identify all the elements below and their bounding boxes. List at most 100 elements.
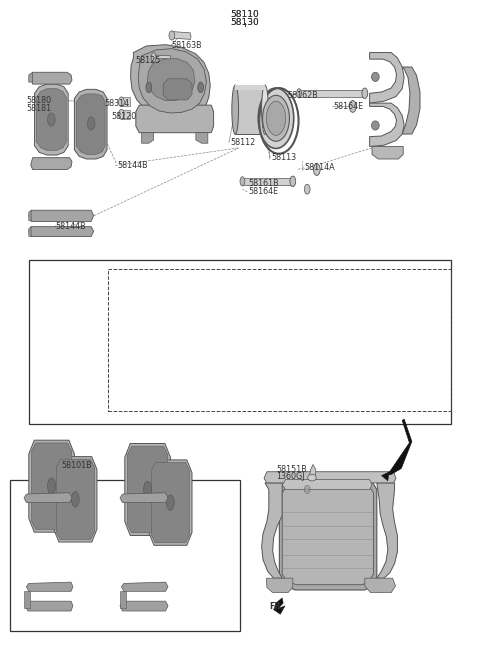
Polygon shape — [29, 227, 31, 237]
Polygon shape — [299, 90, 365, 97]
Bar — [10, 480, 240, 631]
Polygon shape — [121, 97, 130, 106]
Polygon shape — [120, 493, 168, 503]
Polygon shape — [235, 85, 265, 90]
Ellipse shape — [313, 164, 320, 175]
Text: 58181: 58181 — [26, 104, 51, 113]
Text: 58314: 58314 — [105, 99, 130, 108]
Polygon shape — [377, 483, 397, 578]
Polygon shape — [264, 472, 396, 483]
Ellipse shape — [306, 487, 309, 491]
Text: 58110: 58110 — [230, 10, 259, 19]
Polygon shape — [128, 446, 168, 533]
Text: 58101B: 58101B — [61, 461, 92, 470]
Text: 58110: 58110 — [230, 10, 259, 19]
Polygon shape — [372, 147, 403, 159]
Ellipse shape — [349, 101, 356, 112]
Text: 58164E: 58164E — [333, 102, 363, 111]
Polygon shape — [365, 578, 396, 593]
Text: 58112: 58112 — [230, 138, 256, 147]
Polygon shape — [242, 178, 293, 185]
Polygon shape — [121, 582, 168, 591]
Ellipse shape — [146, 82, 152, 93]
Polygon shape — [147, 58, 195, 101]
Polygon shape — [171, 32, 191, 39]
Polygon shape — [142, 133, 154, 143]
Polygon shape — [74, 89, 107, 159]
Ellipse shape — [263, 95, 289, 141]
Ellipse shape — [48, 113, 55, 126]
Ellipse shape — [119, 109, 124, 120]
Ellipse shape — [304, 185, 310, 194]
Polygon shape — [138, 49, 206, 113]
Polygon shape — [149, 460, 192, 545]
Text: 58120: 58120 — [112, 112, 137, 122]
Bar — [108, 269, 451, 411]
Polygon shape — [402, 67, 420, 134]
Text: 58164E: 58164E — [248, 187, 278, 196]
Ellipse shape — [266, 101, 286, 135]
Polygon shape — [24, 591, 30, 608]
Polygon shape — [282, 482, 373, 585]
Ellipse shape — [198, 82, 204, 93]
Ellipse shape — [87, 117, 95, 130]
Polygon shape — [266, 578, 293, 593]
Polygon shape — [121, 110, 130, 119]
Polygon shape — [29, 440, 74, 532]
Polygon shape — [31, 158, 72, 170]
Polygon shape — [125, 443, 170, 535]
Ellipse shape — [372, 72, 379, 81]
Polygon shape — [136, 105, 214, 133]
Polygon shape — [382, 474, 389, 481]
Ellipse shape — [308, 474, 316, 481]
Text: 58151B: 58151B — [276, 465, 307, 474]
Text: 58144B: 58144B — [118, 161, 148, 170]
Text: 58125: 58125 — [136, 56, 161, 65]
Ellipse shape — [362, 88, 368, 99]
Polygon shape — [120, 601, 168, 611]
Ellipse shape — [232, 85, 239, 135]
Ellipse shape — [372, 121, 379, 130]
Text: 58113: 58113 — [271, 153, 296, 162]
Polygon shape — [151, 463, 190, 543]
Polygon shape — [235, 85, 265, 135]
Polygon shape — [309, 464, 316, 478]
Polygon shape — [31, 72, 72, 84]
Text: 58144B: 58144B — [55, 222, 86, 231]
Polygon shape — [131, 45, 210, 120]
Polygon shape — [274, 606, 285, 614]
Bar — [29, 260, 451, 424]
Ellipse shape — [240, 177, 245, 186]
Ellipse shape — [167, 495, 174, 510]
Polygon shape — [29, 210, 94, 221]
Text: 58114A: 58114A — [305, 163, 336, 172]
Text: 58130: 58130 — [230, 18, 259, 27]
Polygon shape — [282, 480, 372, 489]
Text: 58180: 58180 — [26, 96, 51, 105]
Polygon shape — [274, 598, 283, 610]
Ellipse shape — [290, 176, 296, 187]
Polygon shape — [54, 457, 97, 542]
Ellipse shape — [119, 97, 124, 107]
Polygon shape — [76, 94, 105, 154]
Text: 1360GJ: 1360GJ — [276, 472, 304, 482]
Polygon shape — [32, 443, 72, 530]
Polygon shape — [25, 601, 73, 611]
Polygon shape — [196, 133, 208, 143]
Polygon shape — [154, 55, 171, 59]
Polygon shape — [279, 478, 377, 590]
Polygon shape — [370, 53, 404, 103]
Polygon shape — [262, 483, 282, 578]
Ellipse shape — [144, 481, 152, 498]
Ellipse shape — [48, 478, 56, 495]
Ellipse shape — [258, 88, 294, 148]
Ellipse shape — [72, 491, 79, 507]
Ellipse shape — [297, 89, 301, 98]
Text: 58162B: 58162B — [287, 91, 318, 100]
Polygon shape — [35, 84, 68, 155]
Polygon shape — [29, 72, 33, 82]
Text: FR.: FR. — [269, 602, 284, 611]
Polygon shape — [56, 459, 95, 539]
Polygon shape — [163, 79, 192, 100]
Polygon shape — [36, 89, 66, 150]
